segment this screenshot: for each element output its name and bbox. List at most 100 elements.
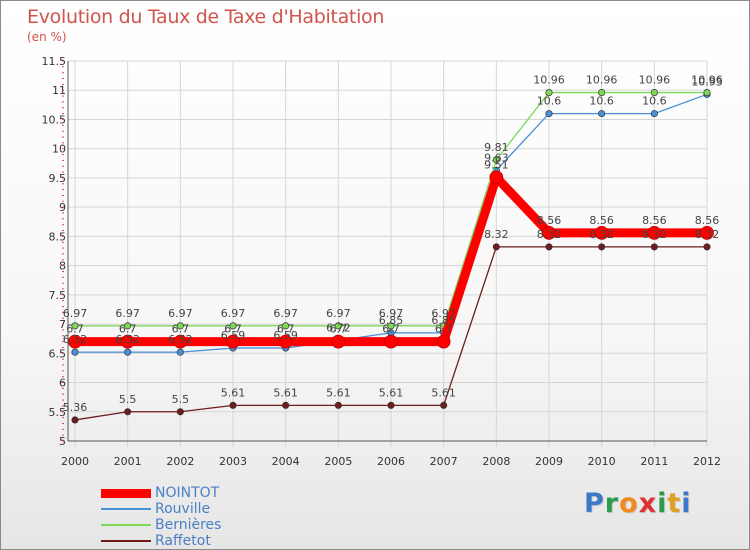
data-point-berni-res <box>282 322 290 330</box>
x-tick-label: 2004 <box>272 455 300 468</box>
logo-letter: o <box>619 488 639 519</box>
data-point-berni-res <box>229 322 237 330</box>
data-point-raffetot <box>703 243 711 251</box>
x-tick-label: 2007 <box>430 455 458 468</box>
data-label-berni-res: 6.97 <box>273 307 298 320</box>
data-label-nointot: 6.7 <box>66 323 84 336</box>
data-label-berni-res: 10.96 <box>533 74 565 87</box>
legend-label-rouville: Rouville <box>155 501 211 517</box>
data-point-nointot <box>594 226 609 240</box>
logo-letter: P <box>584 488 605 519</box>
data-label-nointot: 6.7 <box>119 323 137 336</box>
data-point-nointot <box>489 170 504 185</box>
x-tick-label: 2009 <box>535 455 563 468</box>
data-label-nointot: 8.56 <box>642 214 667 227</box>
data-label-berni-res: 10.96 <box>586 74 618 87</box>
data-point-raffetot <box>387 401 395 409</box>
data-point-raffetot <box>229 401 237 409</box>
legend-item-nointot: NOINTOT <box>101 485 221 501</box>
data-point-raffetot <box>282 401 290 409</box>
x-tick-label: 2002 <box>166 455 194 468</box>
legend-label-raffetot: Raffetot <box>155 533 211 549</box>
data-label-rouville: 10.6 <box>642 95 667 108</box>
logo-letter: i <box>657 488 668 519</box>
data-label-rouville: 6.52 <box>115 333 140 346</box>
data-label-raffetot: 5.36 <box>63 401 88 414</box>
data-label-rouville: 6.52 <box>63 333 88 346</box>
data-point-raffetot <box>124 408 132 416</box>
legend-swatch-berni-res <box>101 524 151 526</box>
data-label-nointot: 6.7 <box>172 323 190 336</box>
data-label-berni-res: 6.97 <box>115 307 140 320</box>
x-tick-label: 2000 <box>61 455 89 468</box>
data-label-berni-res: 9.81 <box>484 141 509 154</box>
chart-unit-label: (en %) <box>27 30 67 44</box>
data-label-rouville: 6.59 <box>273 329 298 342</box>
data-label-nointot: 6.7 <box>277 323 295 336</box>
data-point-rouville <box>124 348 132 356</box>
x-tick-label: 2003 <box>219 455 247 468</box>
data-label-raffetot: 5.61 <box>326 386 351 399</box>
legend-label-berni-res: Bernières <box>155 517 222 533</box>
x-tick-label: 2005 <box>324 455 352 468</box>
logo-letter: i <box>681 488 692 519</box>
x-tick-label: 2011 <box>640 455 668 468</box>
y-tick-label: 9.5 <box>49 172 67 185</box>
data-point-raffetot <box>334 401 342 409</box>
data-point-nointot <box>542 226 556 240</box>
logo-letter: x <box>638 488 658 519</box>
data-label-nointot: 9.51 <box>484 158 509 171</box>
chart-title: Evolution du Taux de Taxe d'Habitation <box>27 6 385 28</box>
data-point-berni-res <box>334 322 342 330</box>
legend-label-nointot: NOINTOT <box>155 485 220 501</box>
data-point-raffetot <box>71 416 79 424</box>
data-point-raffetot <box>650 243 658 251</box>
chart-legend: NOINTOT Rouville Bernières Raffetot <box>101 485 221 549</box>
data-label-rouville: 6.59 <box>221 329 246 342</box>
data-point-raffetot <box>545 243 553 251</box>
data-label-berni-res: 6.97 <box>379 307 404 320</box>
data-point-berni-res <box>545 89 553 97</box>
data-label-berni-res: 6.97 <box>63 307 88 320</box>
x-tick-label: 2008 <box>482 455 510 468</box>
x-tick-label: 2001 <box>114 455 142 468</box>
data-label-raffetot: 5.5 <box>172 393 190 406</box>
data-label-nointot: 6.7 <box>382 323 400 336</box>
data-label-raffetot: 5.5 <box>119 393 137 406</box>
data-label-nointot: 8.56 <box>537 214 562 227</box>
y-tick-label: 5.5 <box>49 406 67 419</box>
legend-swatch-rouville <box>101 508 151 510</box>
data-point-rouville <box>598 110 606 118</box>
data-point-rouville <box>71 348 79 356</box>
legend-item-raffetot: Raffetot <box>101 533 221 549</box>
legend-swatch-raffetot <box>101 540 151 542</box>
proxiti-logo: Proxiti <box>584 488 692 519</box>
data-point-raffetot <box>176 408 184 416</box>
x-tick-label: 2010 <box>588 455 616 468</box>
data-point-raffetot <box>492 243 500 251</box>
data-label-nointot: 6.7 <box>435 323 453 336</box>
data-label-nointot: 6.7 <box>224 323 242 336</box>
data-label-rouville: 6.72 <box>326 321 351 334</box>
data-label-raffetot: 8.32 <box>642 228 667 241</box>
data-label-raffetot: 8.32 <box>695 228 720 241</box>
data-point-nointot <box>120 334 135 349</box>
data-label-berni-res: 10.96 <box>639 74 671 87</box>
data-label-rouville: 6.52 <box>168 333 193 346</box>
data-label-berni-res: 6.97 <box>431 307 456 320</box>
data-point-nointot <box>173 334 188 349</box>
data-point-berni-res <box>492 156 500 164</box>
data-point-nointot <box>68 334 82 349</box>
x-tick-label: 2006 <box>377 455 405 468</box>
data-label-rouville: 10.6 <box>589 95 614 108</box>
data-point-berni-res <box>176 322 184 330</box>
data-point-berni-res <box>703 89 711 97</box>
data-point-berni-res <box>598 89 606 97</box>
data-point-rouville <box>545 110 553 118</box>
data-point-nointot <box>700 226 714 240</box>
data-label-raffetot: 5.61 <box>379 386 404 399</box>
data-label-rouville: 10.93 <box>691 75 723 88</box>
legend-item-berni-res: Bernières <box>101 517 221 533</box>
y-tick-label: 10.5 <box>42 113 67 126</box>
